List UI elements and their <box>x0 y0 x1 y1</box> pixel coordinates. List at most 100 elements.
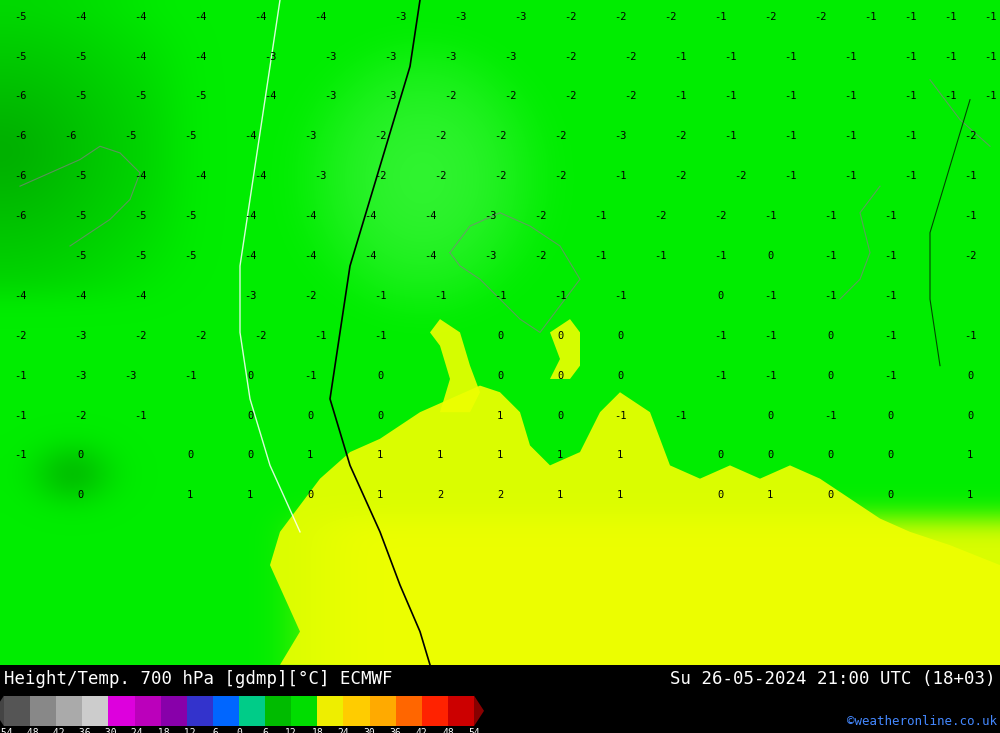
Text: -6: -6 <box>14 92 26 101</box>
Text: -2: -2 <box>564 12 576 21</box>
Text: 12: 12 <box>285 728 297 733</box>
Text: -3: -3 <box>514 12 526 21</box>
Text: -1: -1 <box>764 291 776 301</box>
Text: 0: 0 <box>767 410 773 421</box>
Text: -2: -2 <box>194 331 206 341</box>
Text: 0: 0 <box>377 410 383 421</box>
Text: -4: -4 <box>134 12 146 21</box>
Bar <box>317 696 343 726</box>
Text: -2: -2 <box>374 172 386 181</box>
Text: -2: -2 <box>494 172 506 181</box>
Text: -2: -2 <box>554 131 566 141</box>
Text: 0: 0 <box>717 450 723 460</box>
Text: -1: -1 <box>14 450 26 460</box>
Text: -5: -5 <box>74 172 86 181</box>
Text: -2: -2 <box>74 410 86 421</box>
Text: 0: 0 <box>77 450 83 460</box>
Text: -1: -1 <box>764 211 776 221</box>
Text: -4: -4 <box>244 131 256 141</box>
Polygon shape <box>0 696 4 726</box>
Text: -1: -1 <box>714 251 726 261</box>
Text: -1: -1 <box>824 251 836 261</box>
Text: -5: -5 <box>14 12 26 21</box>
Text: -4: -4 <box>14 291 26 301</box>
Text: -1: -1 <box>864 12 876 21</box>
Text: 0: 0 <box>767 251 773 261</box>
Text: -4: -4 <box>74 12 86 21</box>
Text: -2: -2 <box>374 131 386 141</box>
Text: -1: -1 <box>134 410 146 421</box>
Polygon shape <box>474 696 484 726</box>
Text: 2: 2 <box>437 490 443 501</box>
Text: 1: 1 <box>617 450 623 460</box>
Text: -1: -1 <box>824 291 836 301</box>
Text: -1: -1 <box>494 291 506 301</box>
Text: -3: -3 <box>74 371 86 380</box>
Text: 42: 42 <box>416 728 428 733</box>
Text: -1: -1 <box>784 51 796 62</box>
Text: -2: -2 <box>624 51 636 62</box>
Text: -30: -30 <box>100 728 117 733</box>
Text: 0: 0 <box>887 490 893 501</box>
Text: -4: -4 <box>254 12 266 21</box>
Text: 1: 1 <box>497 410 503 421</box>
Text: -4: -4 <box>254 172 266 181</box>
Text: 0: 0 <box>557 410 563 421</box>
Text: -3: -3 <box>264 51 276 62</box>
Text: -2: -2 <box>714 211 726 221</box>
Text: 0: 0 <box>307 490 313 501</box>
Text: 0: 0 <box>77 490 83 501</box>
Text: -1: -1 <box>714 371 726 380</box>
Text: -48: -48 <box>21 728 39 733</box>
Text: -1: -1 <box>594 251 606 261</box>
Text: 24: 24 <box>338 728 349 733</box>
Text: -3: -3 <box>324 92 336 101</box>
Bar <box>135 696 161 726</box>
Text: -2: -2 <box>564 92 576 101</box>
Text: -4: -4 <box>194 172 206 181</box>
Text: -1: -1 <box>764 371 776 380</box>
Text: -3: -3 <box>454 12 466 21</box>
Text: 2: 2 <box>497 490 503 501</box>
Text: -4: -4 <box>134 291 146 301</box>
Text: -1: -1 <box>374 291 386 301</box>
Text: -6: -6 <box>64 131 76 141</box>
Text: 0: 0 <box>617 371 623 380</box>
Bar <box>82 696 108 726</box>
Text: -1: -1 <box>784 131 796 141</box>
Text: 0: 0 <box>967 371 973 380</box>
Text: -1: -1 <box>884 211 896 221</box>
Text: -3: -3 <box>504 51 516 62</box>
Text: -2: -2 <box>494 131 506 141</box>
Text: -3: -3 <box>444 51 456 62</box>
Text: 0: 0 <box>247 371 253 380</box>
Text: -2: -2 <box>964 251 976 261</box>
Text: 0: 0 <box>557 371 563 380</box>
Text: -2: -2 <box>14 331 26 341</box>
Text: -1: -1 <box>904 172 916 181</box>
Text: 0: 0 <box>767 450 773 460</box>
Bar <box>161 696 187 726</box>
Text: -1: -1 <box>724 92 736 101</box>
Text: -2: -2 <box>434 172 446 181</box>
Text: -54: -54 <box>0 728 13 733</box>
Text: -1: -1 <box>784 172 796 181</box>
Text: -1: -1 <box>984 12 996 21</box>
Text: 54: 54 <box>468 728 480 733</box>
Text: 1: 1 <box>377 450 383 460</box>
Text: -1: -1 <box>784 92 796 101</box>
Text: -4: -4 <box>424 211 436 221</box>
Text: -5: -5 <box>124 131 136 141</box>
Text: -1: -1 <box>904 131 916 141</box>
Text: -12: -12 <box>178 728 196 733</box>
Text: -1: -1 <box>944 51 956 62</box>
Text: -1: -1 <box>844 172 856 181</box>
Bar <box>4 696 30 726</box>
Bar <box>108 696 135 726</box>
Text: -2: -2 <box>534 211 546 221</box>
Bar <box>343 696 370 726</box>
Text: -3: -3 <box>124 371 136 380</box>
Text: 1: 1 <box>617 490 623 501</box>
Text: -3: -3 <box>304 131 316 141</box>
Bar <box>213 696 239 726</box>
